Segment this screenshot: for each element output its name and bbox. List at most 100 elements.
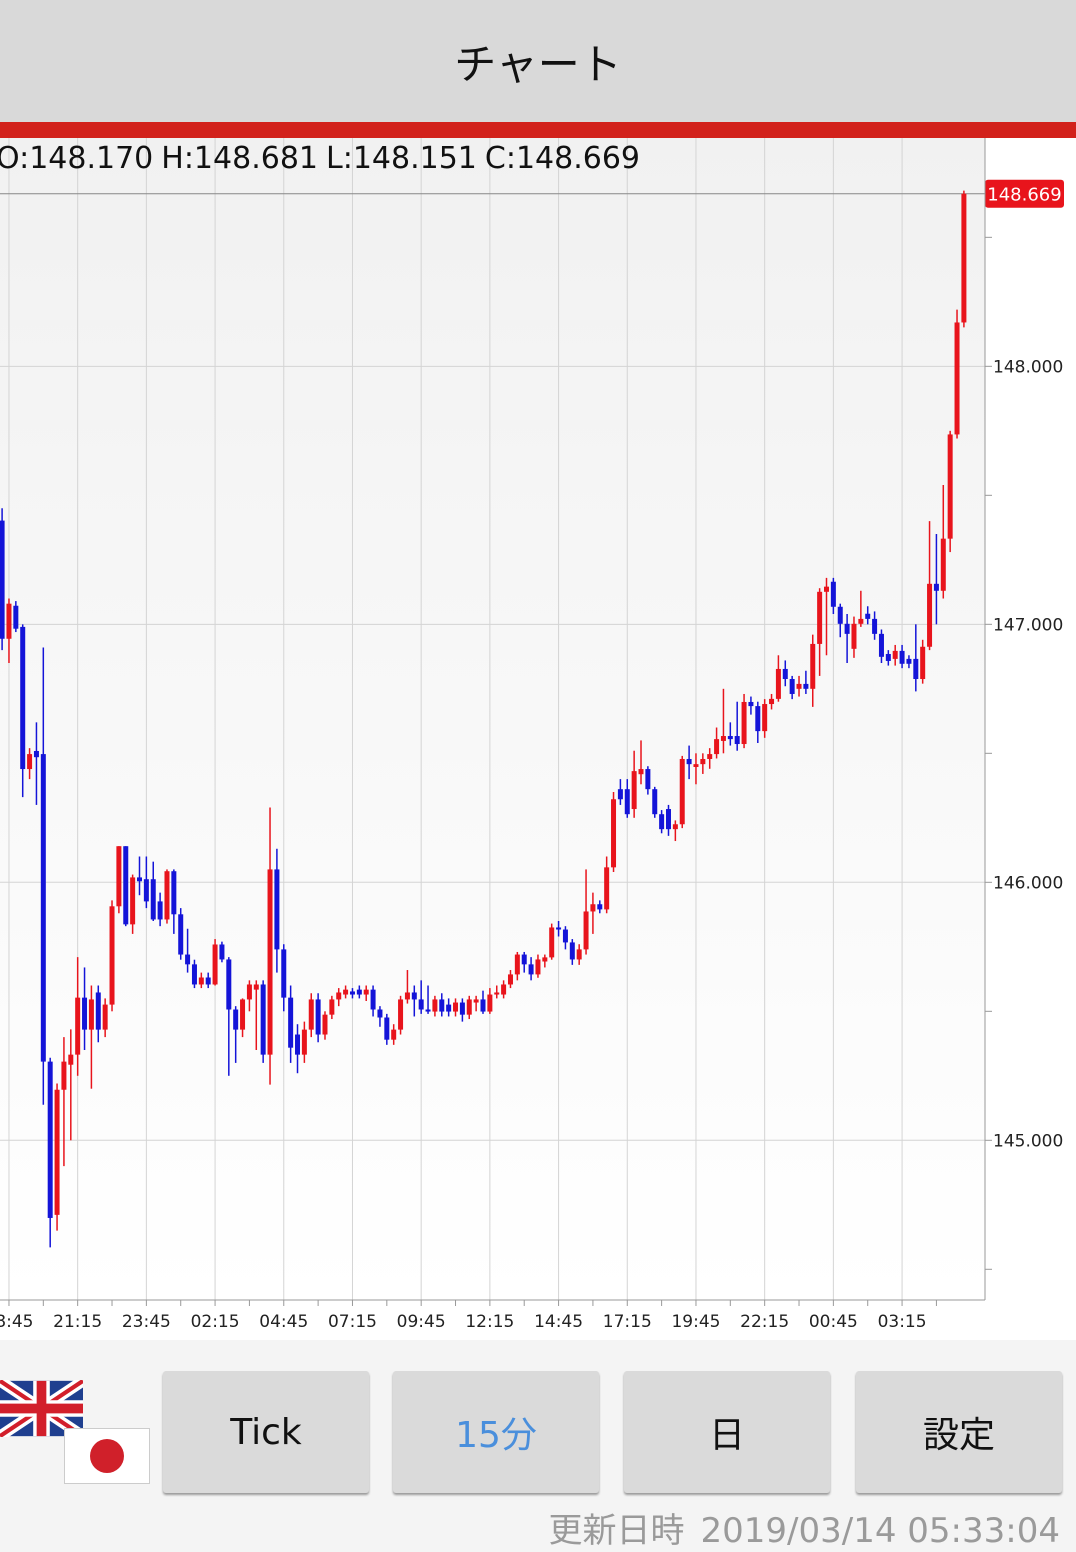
candle-body — [75, 997, 81, 1055]
candle-body — [611, 799, 617, 868]
x-tick-label: 04:45 — [259, 1312, 308, 1332]
candle-body — [954, 322, 960, 435]
ohlc-readout: O:148.170 H:148.681 L:148.151 C:148.669 — [0, 138, 648, 180]
candle-body — [569, 942, 575, 960]
candle-body — [707, 754, 713, 759]
candle-body — [288, 997, 294, 1048]
candle-body — [851, 623, 857, 649]
candle-body — [487, 994, 493, 1012]
candle-body — [212, 944, 218, 985]
candle-body — [453, 1002, 459, 1012]
uk-flag — [0, 1380, 83, 1437]
chart: 145.000 146.000 147.000 148.000 18:45 21:15 23… — [0, 138, 1076, 1340]
candle-body — [82, 997, 88, 1030]
candle-body — [521, 954, 527, 965]
candle-body — [714, 739, 720, 755]
candle-body — [13, 605, 19, 629]
candle-body — [645, 769, 651, 790]
candle-body — [349, 991, 355, 995]
y-tick-label: 146.000 — [993, 873, 1063, 893]
candle-body — [198, 977, 204, 985]
candle-body — [54, 1089, 60, 1215]
candle-body — [253, 984, 259, 990]
candle-body — [47, 1061, 53, 1218]
candle-body — [830, 581, 836, 607]
candle-body — [246, 984, 252, 1000]
candle-body — [219, 944, 225, 960]
candle-body — [913, 658, 919, 680]
candle-body — [947, 434, 953, 539]
candle-body — [844, 623, 850, 634]
candle-body — [446, 1004, 452, 1012]
ohlc-value: H:148.681 — [161, 141, 318, 176]
japan-flag — [64, 1428, 150, 1484]
candle-body — [803, 683, 809, 689]
candle-body — [226, 959, 232, 1010]
candle-body — [927, 583, 933, 647]
candle-body — [590, 904, 596, 912]
candle-body — [762, 704, 768, 732]
candle-body — [370, 989, 376, 1010]
update-label: 更新日時 — [548, 1511, 685, 1551]
y-tick-label: 148.000 — [993, 357, 1063, 377]
x-tick-label: 19:45 — [671, 1312, 720, 1332]
candle-body — [322, 1014, 328, 1035]
candle-body — [665, 809, 671, 830]
candle-body — [878, 633, 884, 657]
candle-body — [102, 1004, 108, 1030]
plot-background — [0, 138, 985, 1300]
candle-body — [356, 989, 362, 995]
candle-body — [775, 668, 781, 699]
axis-background — [0, 1300, 1076, 1340]
candle-body — [267, 869, 273, 1055]
candle-body — [439, 999, 445, 1012]
candle-body — [562, 929, 568, 943]
candle-body — [720, 736, 726, 741]
x-tick-label: 03:15 — [878, 1312, 927, 1332]
interval-button[interactable]: 設定 — [856, 1371, 1062, 1493]
candle-body — [343, 989, 349, 995]
y-tick-label: 147.000 — [993, 615, 1063, 635]
candle-body — [260, 984, 266, 1055]
candle-body — [576, 949, 582, 960]
candle-body — [301, 1029, 307, 1055]
x-tick-label: 21:15 — [53, 1312, 102, 1332]
update-timestamp: 2019/03/14 05:33:04 — [700, 1511, 1060, 1551]
candle-body — [734, 736, 740, 745]
candle-body — [535, 959, 541, 975]
candle-body — [597, 904, 603, 910]
x-tick-label: 12:15 — [465, 1312, 514, 1332]
candle-body — [659, 814, 665, 830]
candle-body — [398, 999, 404, 1030]
candle-body — [116, 846, 122, 907]
candle-body — [933, 583, 939, 591]
candle-body — [755, 706, 761, 732]
interval-button[interactable]: 日 — [624, 1371, 830, 1493]
candle-body — [885, 653, 891, 661]
x-tick-label: 22:15 — [740, 1312, 789, 1332]
title: チャート — [454, 39, 622, 89]
interval-button[interactable]: 15分 — [393, 1371, 599, 1493]
candle-body — [872, 618, 878, 634]
candle-body — [432, 999, 438, 1012]
interval-button[interactable]: Tick — [163, 1371, 369, 1493]
candle-body — [899, 650, 905, 664]
ohlc-value: O:148.170 — [0, 141, 154, 176]
candle-body — [95, 992, 101, 1030]
x-tick-label: 23:45 — [122, 1312, 171, 1332]
candle-body — [494, 992, 500, 995]
candle-body — [191, 964, 197, 985]
candle-body — [425, 1009, 431, 1012]
candle-body — [171, 871, 177, 915]
ohlc-value: C:148.669 — [484, 141, 641, 176]
candle-body — [672, 824, 678, 830]
candle-body — [329, 999, 335, 1015]
axis-background — [985, 138, 1076, 1300]
candle-body — [384, 1017, 390, 1040]
x-tick-label: 14:45 — [534, 1312, 583, 1332]
candle-body — [363, 989, 369, 995]
candle-body — [404, 992, 410, 1000]
candle-body — [961, 193, 967, 323]
accent-bar — [0, 122, 1076, 138]
